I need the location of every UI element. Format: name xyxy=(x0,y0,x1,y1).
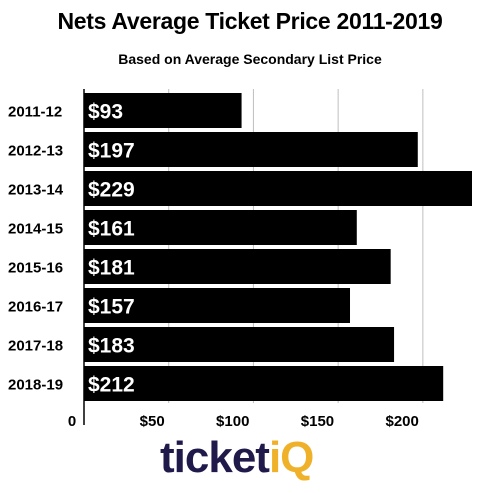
data-label-2015-16: $181 xyxy=(88,257,135,280)
bar-2015-16 xyxy=(84,249,391,284)
bar-chart: 2011-12 $93 2012-13 $197 2013-14 $229 2014-15 $… xyxy=(8,89,472,430)
data-label-2018-19: $212 xyxy=(88,374,135,397)
category-label-2013-14: 2013-14 xyxy=(8,182,64,199)
data-label-2011-12: $93 xyxy=(88,101,123,124)
category-label-2012-13: 2012-13 xyxy=(8,143,63,160)
data-label-2012-13: $197 xyxy=(88,140,135,163)
category-label-2018-19: 2018-19 xyxy=(8,377,63,394)
data-label-2017-18: $183 xyxy=(88,335,135,358)
bar-2014-15 xyxy=(84,210,357,245)
x-tick-label-0: 0 xyxy=(68,413,76,430)
logo-text-iq: iQ xyxy=(268,433,314,482)
chart-subtitle: Based on Average Secondary List Price xyxy=(118,51,382,67)
category-label-2011-12: 2011-12 xyxy=(8,104,62,121)
category-label-2014-15: 2014-15 xyxy=(8,221,63,238)
category-label-2017-18: 2017-18 xyxy=(8,338,63,355)
chart-title: Nets Average Ticket Price 2011-2019 xyxy=(57,8,443,34)
bar-2018-19 xyxy=(84,366,444,401)
logo-text-ticket: ticket xyxy=(160,433,270,482)
data-label-2013-14: $229 xyxy=(88,179,135,202)
x-tick-label-1: $50 xyxy=(140,413,165,430)
ticketiq-logo: ticketiQ xyxy=(160,430,340,485)
x-tick-label-4: $200 xyxy=(385,413,418,430)
bar-2017-18 xyxy=(84,327,395,362)
data-label-2016-17: $157 xyxy=(88,296,135,319)
bar-2012-13 xyxy=(84,132,418,167)
x-tick-label-3: $150 xyxy=(301,413,334,430)
bar-2013-14 xyxy=(84,171,472,206)
bar-2016-17 xyxy=(84,288,351,323)
category-label-2016-17: 2016-17 xyxy=(8,299,63,316)
data-label-2014-15: $161 xyxy=(88,218,135,241)
x-tick-label-2: $100 xyxy=(216,413,249,430)
bar-2011-12 xyxy=(84,93,242,128)
category-label-2015-16: 2015-16 xyxy=(8,260,63,277)
